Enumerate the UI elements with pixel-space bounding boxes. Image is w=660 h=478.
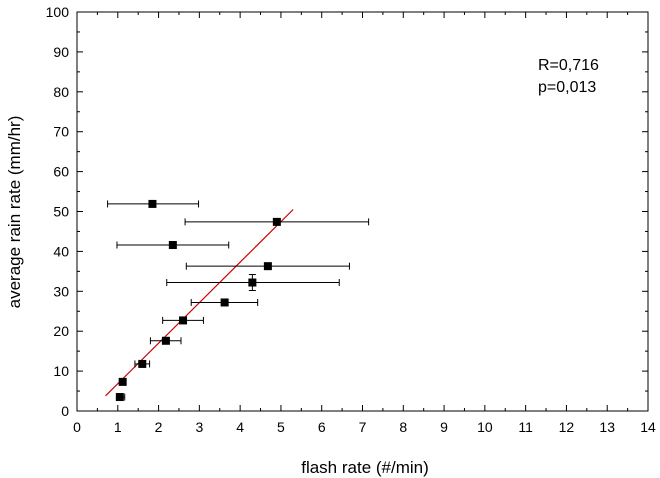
y-tick-label: 50 — [53, 204, 69, 220]
data-point — [162, 316, 204, 325]
x-tick-label: 2 — [155, 419, 163, 435]
y-tick-label: 0 — [61, 403, 69, 419]
data-point — [184, 217, 370, 226]
y-tick-label: 90 — [53, 44, 69, 60]
data-point — [166, 274, 340, 292]
y-tick-label: 30 — [53, 283, 69, 299]
x-tick-label: 12 — [559, 419, 575, 435]
data-marker — [220, 298, 229, 307]
data-marker — [179, 316, 188, 325]
x-tick-label: 8 — [399, 419, 407, 435]
y-tick-label: 70 — [53, 124, 69, 140]
x-tick-label: 0 — [73, 419, 81, 435]
plot-area — [105, 199, 370, 402]
y-tick-label: 80 — [53, 84, 69, 100]
data-marker — [161, 336, 170, 345]
x-axis-title: flash rate (#/min) — [301, 458, 429, 477]
x-tick-label: 6 — [318, 419, 326, 435]
axes: 0 1 2 3 4 5 6 7 8 9 10 11 12 13 1401020304050607080901… — [46, 4, 656, 435]
x-tick-label: 13 — [599, 419, 615, 435]
data-point — [149, 336, 182, 345]
data-marker — [138, 359, 147, 368]
data-marker — [248, 278, 257, 287]
x-tick-label: 7 — [359, 419, 367, 435]
data-marker — [168, 241, 177, 250]
data-point — [116, 241, 230, 250]
data-point — [107, 199, 200, 208]
data-marker — [148, 199, 157, 208]
x-tick-label: 11 — [518, 419, 533, 435]
data-marker — [115, 393, 124, 402]
data-point — [134, 359, 151, 368]
x-tick-label: 9 — [440, 419, 448, 435]
data-marker — [263, 262, 272, 271]
data-point — [118, 377, 127, 386]
x-tick-label: 3 — [195, 419, 203, 435]
y-tick-label: 40 — [53, 243, 69, 259]
data-point — [185, 262, 350, 271]
x-tick-label: 5 — [277, 419, 285, 435]
y-tick-label: 20 — [53, 323, 69, 339]
data-point — [115, 393, 126, 402]
annotation-p-value: p=0,013 — [538, 79, 596, 96]
x-tick-label: 14 — [640, 419, 656, 435]
y-tick-label: 60 — [53, 164, 69, 180]
data-marker — [118, 377, 127, 386]
data-marker — [272, 217, 281, 226]
data-point — [190, 298, 259, 307]
y-tick-label: 10 — [53, 363, 69, 379]
y-axis-title: average rain rate (mm/hr) — [5, 116, 24, 309]
x-tick-label: 1 — [114, 419, 122, 435]
x-tick-label: 4 — [236, 419, 244, 435]
annotation-r-value: R=0,716 — [538, 57, 599, 74]
y-tick-label: 100 — [46, 4, 70, 20]
x-tick-label: 10 — [477, 419, 493, 435]
